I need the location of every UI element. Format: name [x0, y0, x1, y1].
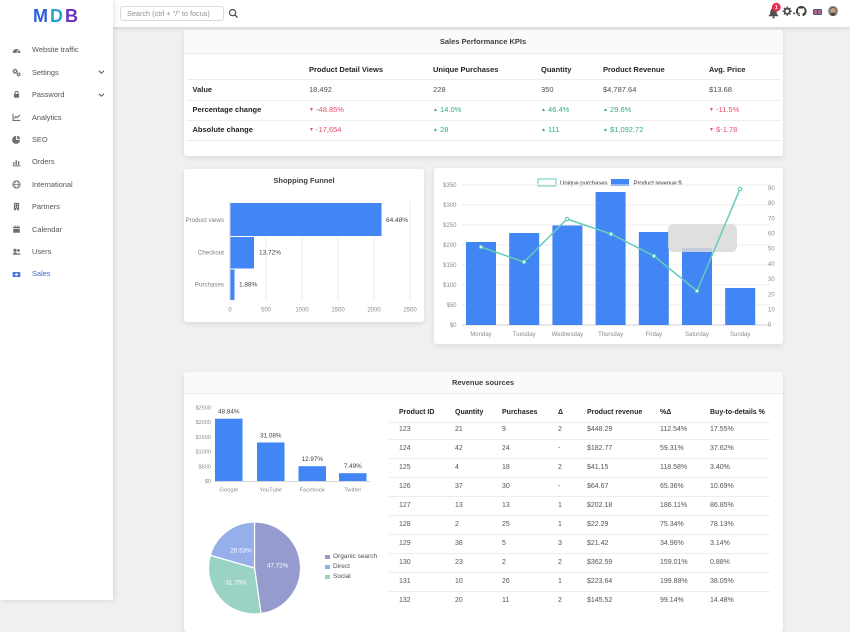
- svg-text:$50: $50: [446, 303, 457, 309]
- svg-text:$2000: $2000: [195, 420, 211, 426]
- svg-text:1000: 1000: [295, 308, 309, 314]
- svg-text:31.75%: 31.75%: [225, 580, 247, 587]
- svg-text:$500: $500: [199, 464, 211, 470]
- svg-text:Product views: Product views: [185, 217, 224, 224]
- svg-text:$150: $150: [443, 263, 457, 269]
- svg-text:Monday: Monday: [470, 332, 491, 338]
- svg-text:Friday: Friday: [645, 332, 662, 338]
- svg-text:10: 10: [768, 308, 775, 314]
- svg-text:20: 20: [768, 292, 775, 298]
- svg-text:12.97%: 12.97%: [302, 456, 324, 463]
- svg-text:40: 40: [768, 262, 775, 268]
- svg-text:Unique purchases: Unique purchases: [560, 180, 608, 187]
- svg-text:Twitter: Twitter: [344, 488, 361, 494]
- svg-text:2500: 2500: [403, 308, 417, 314]
- svg-text:$100: $100: [443, 283, 457, 289]
- svg-text:90: 90: [768, 186, 775, 192]
- svg-text:Checkout: Checkout: [198, 250, 224, 257]
- svg-text:500: 500: [261, 308, 272, 314]
- svg-text:48.84%: 48.84%: [218, 409, 240, 416]
- svg-text:13.72%: 13.72%: [259, 250, 281, 257]
- svg-text:60: 60: [768, 232, 775, 238]
- svg-text:31.08%: 31.08%: [260, 433, 282, 440]
- svg-text:Product revenue $: Product revenue $: [634, 180, 683, 187]
- svg-text:Wednesday: Wednesday: [552, 332, 584, 338]
- svg-text:Sunday: Sunday: [730, 332, 750, 338]
- svg-text:Purchases: Purchases: [195, 282, 224, 289]
- svg-text:47.72%: 47.72%: [267, 563, 289, 570]
- svg-text:$300: $300: [443, 203, 457, 209]
- svg-text:Tuesday: Tuesday: [513, 332, 536, 338]
- svg-text:64.48%: 64.48%: [386, 217, 408, 224]
- svg-text:Google: Google: [219, 488, 238, 494]
- svg-text:70: 70: [768, 216, 775, 222]
- svg-text:80: 80: [768, 201, 775, 207]
- svg-text:0: 0: [228, 308, 232, 314]
- svg-text:$250: $250: [443, 223, 457, 229]
- svg-text:Thursday: Thursday: [598, 332, 623, 338]
- svg-text:Facebook: Facebook: [300, 488, 326, 494]
- svg-text:2000: 2000: [367, 308, 381, 314]
- svg-text:$0: $0: [450, 323, 457, 329]
- svg-text:$0: $0: [205, 479, 211, 485]
- svg-text:20.53%: 20.53%: [230, 547, 252, 554]
- svg-text:$1500: $1500: [195, 435, 211, 441]
- svg-text:$1000: $1000: [195, 450, 211, 456]
- svg-text:0: 0: [768, 323, 772, 329]
- svg-text:30: 30: [768, 277, 775, 283]
- svg-text:$2500: $2500: [195, 406, 211, 412]
- svg-text:7.49%: 7.49%: [344, 463, 362, 470]
- svg-text:50: 50: [768, 247, 775, 253]
- svg-text:1500: 1500: [331, 308, 345, 314]
- svg-text:$200: $200: [443, 243, 457, 249]
- svg-text:Saturday: Saturday: [685, 332, 709, 338]
- svg-text:$350: $350: [443, 183, 457, 189]
- svg-text:1: 1: [775, 5, 778, 11]
- svg-text:1.88%: 1.88%: [239, 282, 258, 289]
- svg-text:YouTube: YouTube: [259, 488, 282, 494]
